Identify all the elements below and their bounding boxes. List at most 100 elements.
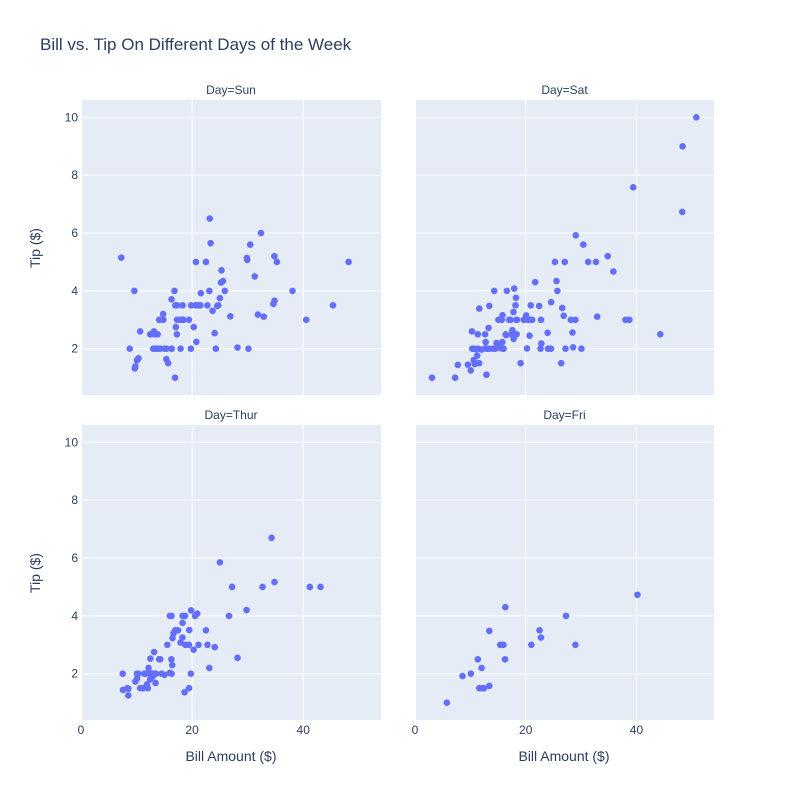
- x-tick-label: 40: [297, 723, 311, 737]
- data-point: [500, 345, 507, 353]
- data-point: [168, 345, 175, 353]
- data-point: [468, 328, 476, 335]
- data-point: [216, 294, 224, 302]
- plot-area: [81, 425, 381, 720]
- data-point: [172, 323, 180, 331]
- data-point: [135, 355, 142, 362]
- data-point: [195, 641, 202, 649]
- data-point: [592, 258, 600, 266]
- data-point: [206, 664, 213, 672]
- data-point: [207, 239, 214, 247]
- data-point: [125, 685, 132, 693]
- data-point: [212, 345, 220, 353]
- data-point: [629, 184, 637, 191]
- data-point: [221, 287, 229, 295]
- data-point: [163, 641, 171, 649]
- data-point: [580, 241, 587, 248]
- data-point: [234, 344, 241, 351]
- y-tick-label: 2: [71, 342, 78, 356]
- data-point: [513, 316, 521, 324]
- data-point: [475, 305, 483, 312]
- y-tick-label: 6: [71, 551, 78, 565]
- data-point: [185, 684, 193, 692]
- chart-title: Bill vs. Tip On Different Days of the We…: [40, 35, 352, 54]
- data-point: [204, 302, 211, 309]
- data-point: [480, 684, 488, 692]
- data-point: [260, 313, 268, 320]
- data-point: [537, 345, 544, 353]
- data-point: [464, 361, 472, 368]
- data-point: [251, 273, 259, 280]
- y-tick-label: 8: [71, 493, 78, 507]
- x-tick-label: 20: [185, 723, 199, 737]
- y-tick-label: 10: [65, 110, 79, 124]
- data-point: [513, 330, 520, 338]
- facet-panel: Day=Thur 2 4 6 8 10 0 20 40: [65, 408, 381, 737]
- data-point: [510, 285, 518, 292]
- data-point: [246, 241, 254, 248]
- data-point: [535, 302, 543, 310]
- y-tick-label: 4: [71, 609, 78, 623]
- data-point: [227, 313, 234, 320]
- y-axis-title-bottom: Tip ($): [27, 553, 43, 593]
- data-point: [192, 258, 200, 266]
- facet-panel: Day=Sun 2 4 6 8 10: [65, 83, 381, 395]
- x-tick-label: 40: [630, 723, 644, 737]
- y-tick-label: 8: [71, 168, 78, 182]
- data-point: [177, 345, 184, 353]
- data-point: [531, 278, 539, 286]
- data-point: [562, 612, 570, 620]
- data-point: [557, 359, 565, 367]
- data-point: [216, 559, 224, 566]
- data-point: [185, 641, 193, 649]
- data-point: [538, 340, 545, 347]
- data-point: [428, 374, 436, 381]
- data-point: [578, 345, 585, 353]
- data-point: [159, 310, 167, 318]
- data-point: [187, 607, 195, 614]
- data-point: [503, 287, 511, 295]
- data-point: [544, 329, 551, 337]
- data-point: [181, 688, 188, 696]
- data-point: [551, 258, 559, 266]
- data-point: [254, 311, 262, 318]
- data-point: [187, 345, 195, 353]
- data-point: [133, 670, 141, 678]
- data-point: [329, 302, 337, 309]
- data-point: [567, 316, 575, 324]
- data-point: [219, 277, 227, 285]
- data-point: [507, 316, 514, 324]
- data-point: [145, 664, 152, 672]
- facet-panel: Day=Fri 0 20 40: [412, 408, 714, 737]
- data-point: [474, 330, 482, 338]
- data-point: [678, 208, 686, 216]
- data-point: [160, 316, 167, 324]
- data-point: [245, 345, 252, 353]
- data-point: [144, 684, 152, 692]
- data-point: [185, 626, 193, 634]
- data-point: [228, 583, 236, 591]
- x-axis-title-right: Bill Amount ($): [518, 748, 609, 764]
- data-point: [243, 606, 250, 614]
- y-tick-label: 6: [71, 226, 78, 240]
- data-point: [459, 672, 466, 680]
- data-point: [187, 670, 195, 678]
- data-point: [168, 655, 175, 663]
- data-point: [558, 304, 566, 312]
- data-point: [243, 254, 251, 262]
- facet-panel: Day=Sat: [414, 83, 714, 395]
- data-point: [656, 330, 664, 338]
- data-point: [561, 258, 569, 266]
- data-point: [209, 307, 216, 315]
- data-point: [166, 612, 174, 620]
- data-point: [273, 258, 281, 266]
- data-point: [547, 298, 555, 306]
- data-point: [486, 627, 493, 635]
- data-point: [168, 661, 176, 669]
- data-point: [181, 612, 189, 620]
- data-point: [193, 338, 200, 346]
- data-point: [604, 252, 612, 260]
- data-point: [259, 583, 266, 591]
